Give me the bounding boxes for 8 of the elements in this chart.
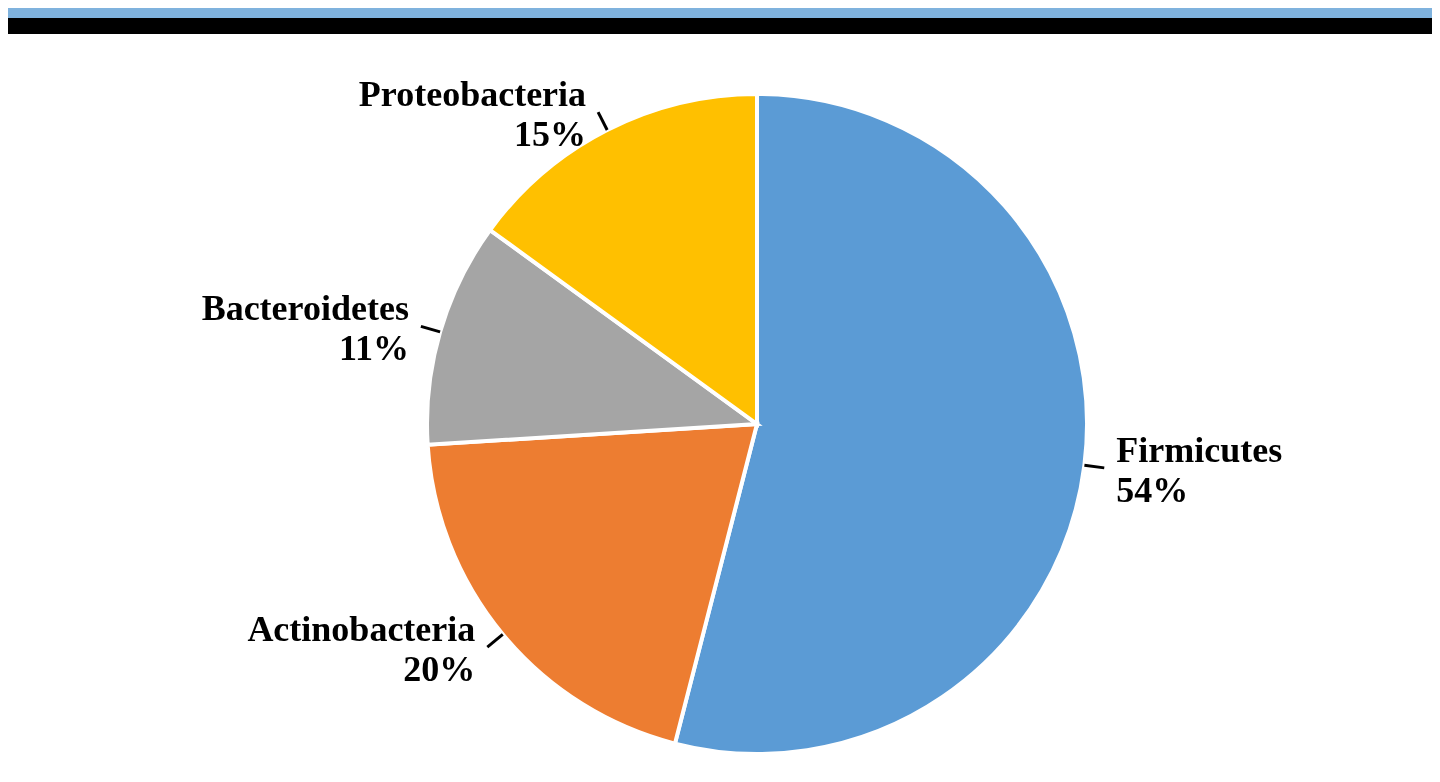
slice-label: Actinobacteria	[247, 609, 476, 650]
slice-label: Proteobacteria	[358, 74, 587, 115]
slice-label: Firmicutes	[1116, 429, 1283, 470]
data-label: 20%	[403, 649, 476, 690]
data-label: 15%	[514, 114, 587, 155]
slice-label: Bacteroidetes	[201, 288, 409, 329]
data-label: 11%	[338, 328, 409, 369]
data-label: 54%	[1116, 469, 1189, 510]
